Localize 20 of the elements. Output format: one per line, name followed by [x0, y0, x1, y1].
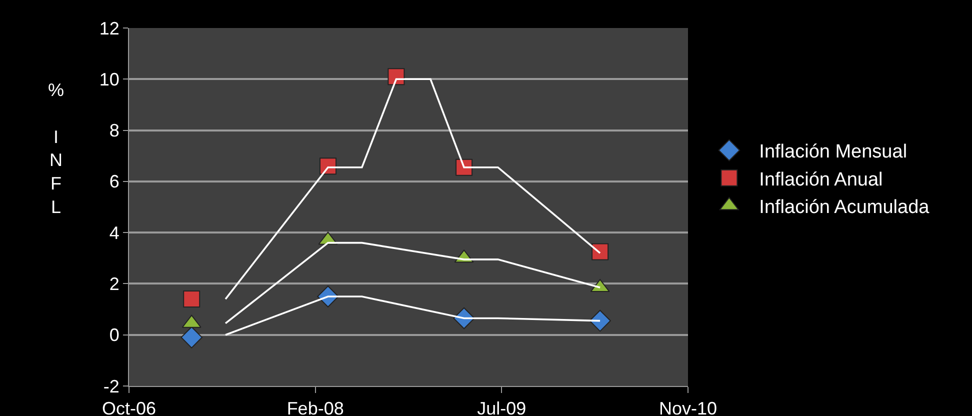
- legend-label: Inflación Acumulada: [759, 197, 930, 218]
- point: [183, 290, 200, 308]
- x-tick-label: Oct-06: [102, 398, 156, 416]
- y-tick-label: 12: [99, 18, 120, 38]
- y-tick-label: 8: [109, 120, 120, 141]
- point: [592, 243, 609, 260]
- y-tick-label: 4: [109, 222, 120, 243]
- point: [589, 310, 611, 332]
- y-tick-label: -2: [103, 376, 120, 396]
- legend-label: Inflación Anual: [759, 169, 883, 190]
- point: [180, 326, 203, 348]
- x-tick-label: Nov-10: [658, 398, 718, 416]
- x-tick-label: Feb-08: [286, 398, 344, 416]
- legend-label: Inflación Mensual: [759, 142, 908, 163]
- x-tick-label: Jul-09: [477, 398, 526, 416]
- y-tick-label: 6: [109, 172, 120, 192]
- text: % INFL: [48, 80, 64, 217]
- y-tick-label: 10: [99, 69, 120, 90]
- y-tick-label: 0: [109, 325, 120, 346]
- y-tick-label: 2: [109, 274, 120, 294]
